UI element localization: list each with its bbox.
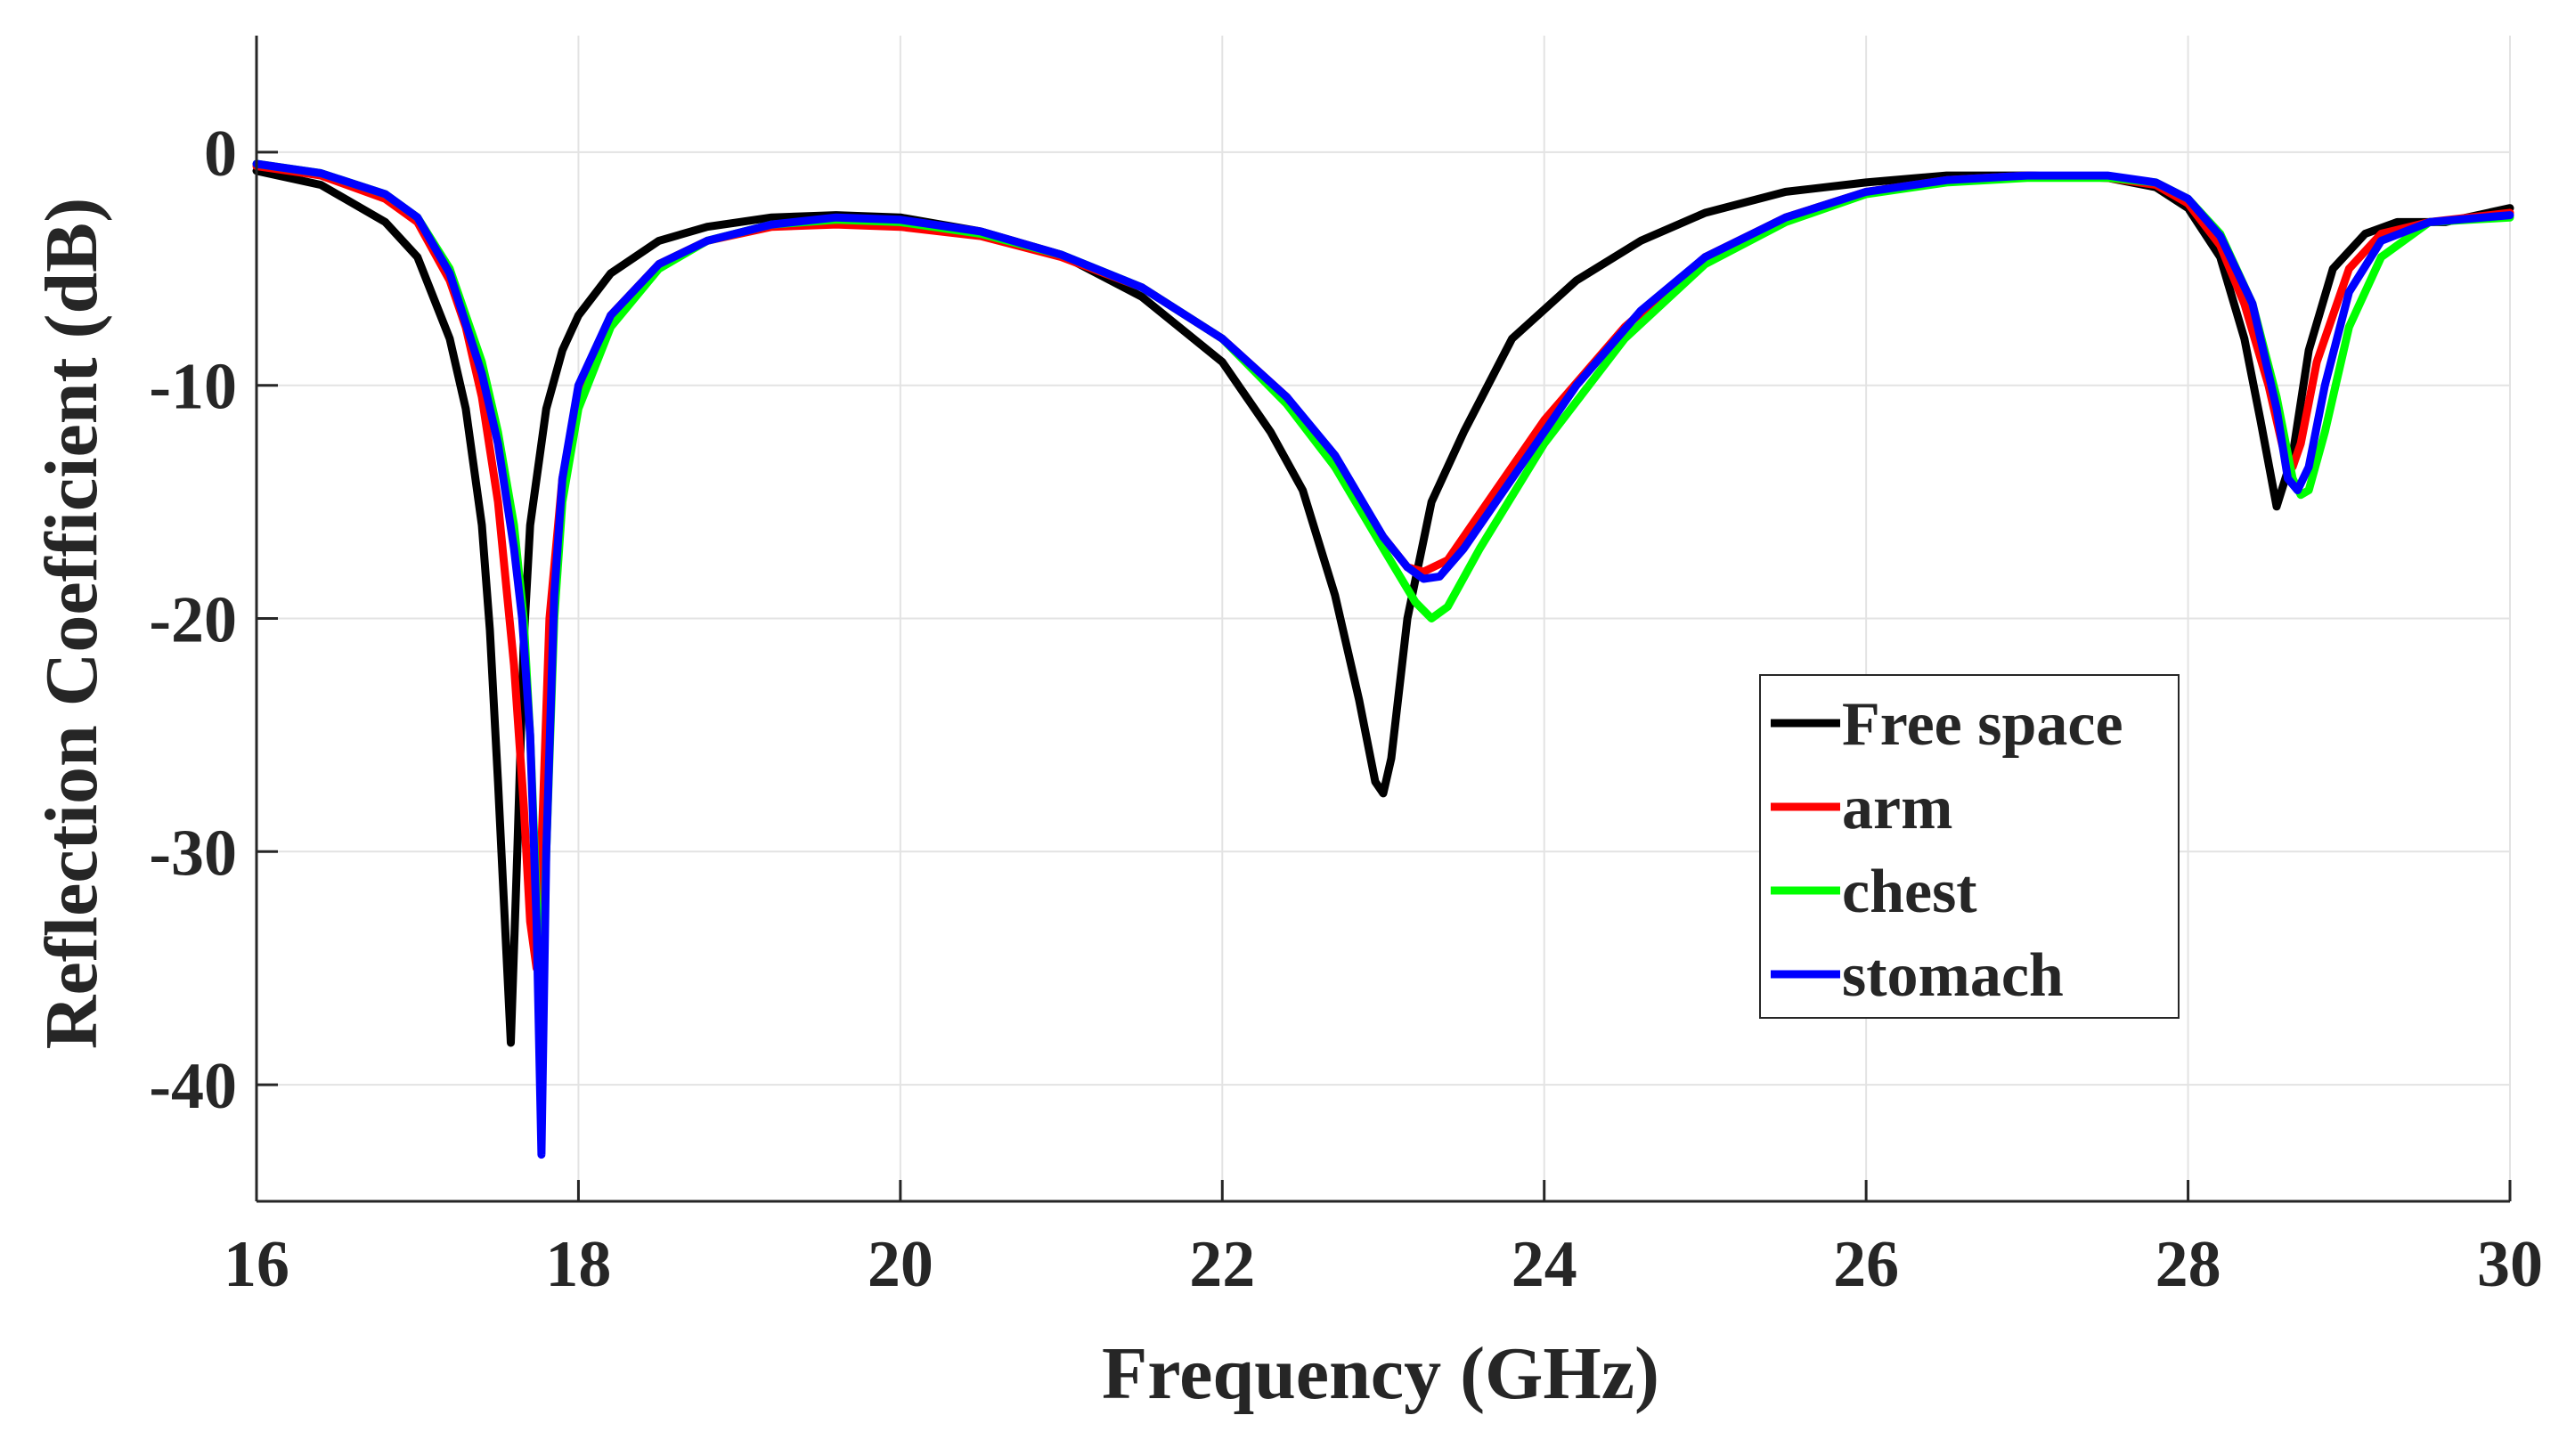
x-tick-label-24: 24 [1512,1228,1577,1301]
legend-label-stomach: stomach [1842,941,2064,1010]
x-tick-label-26: 26 [1833,1228,1899,1301]
x-axis-label: Frequency (GHz) [1102,1332,1659,1415]
x-tick-label-28: 28 [2155,1228,2221,1301]
legend-box [1759,674,2180,1019]
series-line-free-space [252,167,2514,1047]
series-layer [252,159,2514,1159]
y-tick-label--40: -40 [149,1050,237,1123]
x-tick-label-16: 16 [224,1228,289,1301]
legend-label-chest: chest [1842,858,1977,926]
legend-label-arm: arm [1842,774,1952,842]
y-tick-label--30: -30 [149,817,237,890]
legend-label-free-space: Free space [1842,690,2123,759]
x-tick-label-18: 18 [545,1228,611,1301]
y-tick-label--10: -10 [149,351,237,424]
legend: Free space arm chest stomach [1759,674,2180,1019]
y-tick-label-0: 0 [204,118,237,191]
y-tick-label--20: -20 [149,584,237,657]
x-tick-label-30: 30 [2477,1228,2543,1301]
x-tick-label-22: 22 [1189,1228,1255,1301]
x-tick-label-20: 20 [868,1228,933,1301]
y-axis-label: Reflection Coefficient (dB) [30,198,113,1049]
ticks-layer: 16 18 20 22 24 26 28 30 0 -10 -20 -30 -40 [149,118,2543,1301]
series-line-stomach [252,159,2514,1159]
